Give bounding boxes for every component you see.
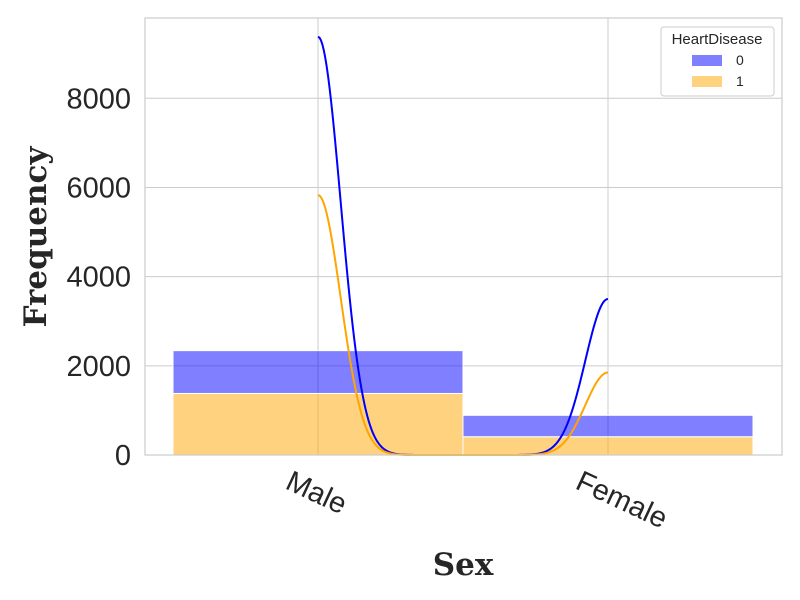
y-axis-label: Frequency (18, 146, 54, 328)
y-tick-2000: 2000 (66, 351, 131, 383)
legend: HeartDisease 0 1 (660, 26, 775, 97)
y-tick-labels: 0 2000 4000 6000 8000 (66, 83, 131, 472)
bars (172, 350, 754, 456)
bar-male-series-1 (172, 392, 464, 456)
legend-label-0: 0 (736, 52, 744, 68)
bar-female-series-1 (462, 436, 754, 456)
bar-female-series-0 (462, 414, 754, 438)
x-axis-label: Sex (433, 547, 494, 583)
x-tick-male: Male (281, 465, 351, 521)
y-tick-4000: 4000 (66, 262, 131, 294)
x-tick-female: Female (571, 465, 672, 535)
legend-swatch-1 (692, 76, 722, 87)
x-tick-labels: Male Female (281, 465, 672, 535)
y-tick-8000: 8000 (66, 83, 131, 115)
y-tick-6000: 6000 (66, 172, 131, 204)
legend-title: HeartDisease (672, 31, 763, 48)
legend-label-1: 1 (736, 73, 744, 89)
legend-swatch-0 (692, 55, 722, 66)
bar-male-series-0 (172, 350, 464, 394)
y-tick-0: 0 (115, 440, 131, 472)
plot-frame (144, 17, 783, 456)
